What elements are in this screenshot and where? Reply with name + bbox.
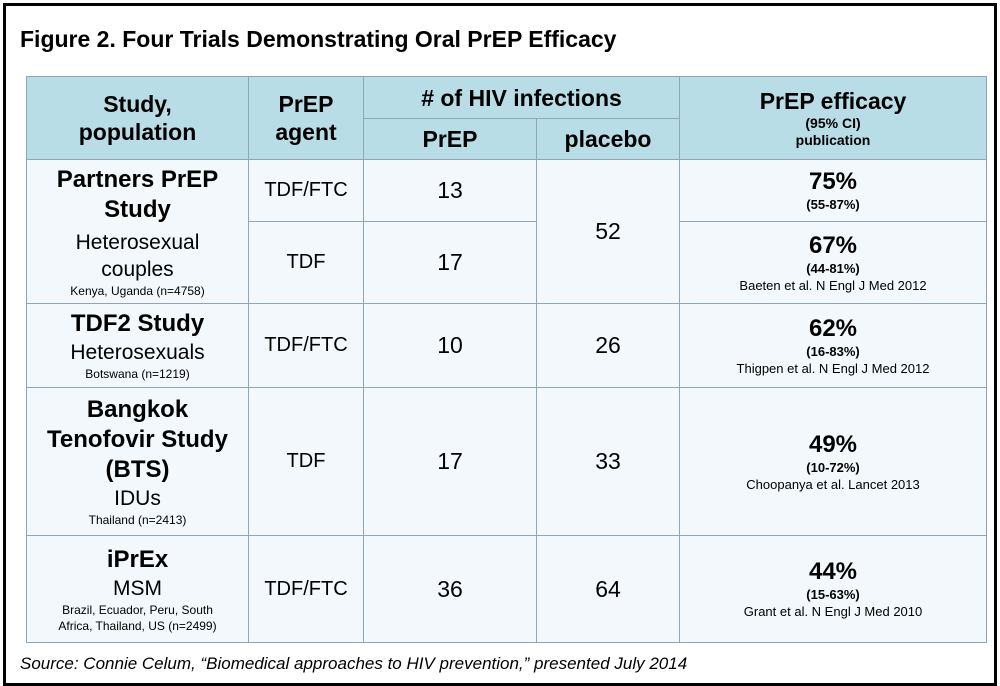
agent-cell: TDF/FTC bbox=[248, 303, 364, 388]
agent-cell: TDF bbox=[248, 387, 364, 536]
agent-cell: TDF/FTC bbox=[248, 535, 364, 643]
table-row: TDF2 Study Heterosexuals Botswana (n=121… bbox=[26, 303, 988, 388]
prep-count: 13 bbox=[363, 159, 537, 222]
header-agent: PrEP agent bbox=[248, 76, 364, 160]
header-study: Study, population bbox=[26, 76, 249, 160]
study-cell-bts: Bangkok Tenofovir Study (BTS) IDUs Thail… bbox=[26, 387, 249, 536]
efficacy-cell: 49% (10-72%) Choopanya et al. Lancet 201… bbox=[679, 387, 988, 536]
study-cell-tdf2: TDF2 Study Heterosexuals Botswana (n=121… bbox=[26, 303, 249, 388]
table-row: iPrEx MSM Brazil, Ecuador, Peru, South A… bbox=[26, 535, 988, 643]
placebo-count: 33 bbox=[535, 387, 681, 536]
trials-table: Study, population PrEP agent # of HIV in… bbox=[26, 76, 988, 643]
agent-cell: TDF bbox=[248, 221, 364, 304]
prep-count: 10 bbox=[363, 303, 537, 388]
efficacy-cell: 62% (16-83%) Thigpen et al. N Engl J Med… bbox=[679, 303, 988, 388]
header-infections: # of HIV infections bbox=[362, 76, 681, 119]
efficacy-cell: 75% (55-87%) bbox=[679, 159, 988, 222]
header-efficacy: PrEP efficacy (95% CI) publication bbox=[679, 76, 988, 160]
header-placebo: placebo bbox=[535, 118, 681, 160]
efficacy-cell: 67% (44-81%) Baeten et al. N Engl J Med … bbox=[679, 221, 988, 304]
placebo-count: 52 bbox=[535, 159, 681, 304]
study-cell-iprex: iPrEx MSM Brazil, Ecuador, Peru, South A… bbox=[26, 535, 249, 643]
efficacy-cell: 44% (15-63%) Grant et al. N Engl J Med 2… bbox=[679, 535, 988, 643]
prep-count: 17 bbox=[363, 387, 537, 536]
prep-count: 17 bbox=[363, 221, 537, 304]
header-row-1: Study, population PrEP agent # of HIV in… bbox=[26, 76, 988, 160]
study-cell-partners: Partners PrEP Study Heterosexual couples… bbox=[26, 159, 249, 304]
table-row: Bangkok Tenofovir Study (BTS) IDUs Thail… bbox=[26, 387, 988, 536]
prep-count: 36 bbox=[363, 535, 537, 643]
source-note: Source: Connie Celum, “Biomedical approa… bbox=[20, 654, 688, 673]
placebo-count: 64 bbox=[535, 535, 681, 643]
figure-title: Figure 2. Four Trials Demonstrating Oral… bbox=[20, 26, 617, 52]
figure-frame: Figure 2. Four Trials Demonstrating Oral… bbox=[3, 3, 997, 686]
table-row: Partners PrEP Study Heterosexual couples… bbox=[26, 159, 988, 304]
agent-cell: TDF/FTC bbox=[248, 159, 364, 222]
placebo-count: 26 bbox=[535, 303, 681, 388]
header-row-2: PrEP placebo bbox=[27, 118, 987, 160]
header-prep: PrEP bbox=[363, 118, 537, 160]
table-row: TDF 17 67% (44-81%) Baeten et al. N Engl… bbox=[27, 221, 988, 304]
